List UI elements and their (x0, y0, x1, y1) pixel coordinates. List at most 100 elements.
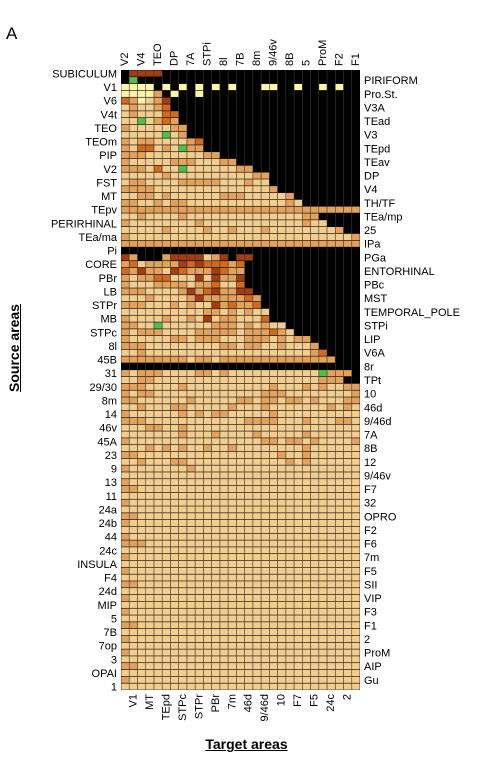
heatmap-cell (178, 199, 187, 206)
heatmap-cell (236, 342, 245, 350)
heatmap-cell (335, 547, 344, 554)
heatmap-cell (146, 615, 154, 622)
heatmap-cell (129, 349, 138, 356)
heatmap-cell (154, 70, 162, 77)
top-tick-label: DP (169, 51, 181, 66)
heatmap-cell (137, 451, 146, 459)
heatmap-cell (352, 588, 360, 595)
heatmap-cell (137, 601, 146, 608)
heatmap-cell (146, 417, 154, 424)
heatmap-cell (294, 499, 303, 506)
heatmap-cell (335, 227, 344, 234)
x-axis-title: Target areas (205, 736, 288, 752)
heatmap-cell (203, 220, 212, 227)
left-row-label: 8m (102, 395, 117, 407)
heatmap-cell (211, 649, 220, 656)
heatmap-cell (195, 547, 204, 554)
heatmap-cell (294, 608, 303, 615)
heatmap-cell (294, 451, 303, 459)
heatmap-cell (319, 485, 327, 493)
heatmap-cell (121, 288, 129, 295)
heatmap-cell (154, 588, 162, 595)
heatmap-cell (178, 131, 187, 138)
heatmap-cell (277, 594, 286, 602)
heatmap-cell (244, 554, 253, 561)
bottom-tick-label: 2 (342, 694, 354, 700)
heatmap-cell (244, 424, 253, 431)
heatmap-cell (253, 540, 261, 547)
heatmap-cell (352, 635, 360, 642)
heatmap-cell (310, 663, 319, 670)
heatmap-cell (146, 145, 154, 152)
heatmap-cell (335, 608, 344, 615)
heatmap-cell (269, 519, 278, 527)
heatmap-cell (195, 642, 204, 649)
heatmap-cell (121, 376, 129, 384)
heatmap-cell (277, 635, 286, 642)
right-row-label: 25 (364, 225, 376, 237)
heatmap-cell (352, 445, 360, 452)
heatmap-cell (211, 663, 220, 670)
heatmap-cell (343, 397, 352, 404)
heatmap-cell (310, 533, 319, 540)
heatmap-cell (269, 499, 278, 506)
heatmap-cell (253, 588, 261, 595)
left-row-label: 23 (105, 450, 117, 462)
heatmap-cell (146, 513, 154, 520)
heatmap-cell (129, 220, 138, 227)
heatmap-cell (129, 588, 138, 595)
heatmap-cell (310, 635, 319, 642)
heatmap-cell (162, 233, 171, 241)
heatmap-cell (129, 560, 138, 568)
heatmap-cell (261, 526, 270, 533)
heatmap-cell (343, 240, 352, 247)
heatmap-cell (195, 465, 204, 472)
heatmap-cell (170, 533, 179, 540)
heatmap-cell (129, 111, 138, 118)
heatmap-cell (129, 663, 138, 670)
left-row-label: CORE (85, 259, 117, 271)
heatmap-cell (203, 594, 212, 602)
heatmap-cell (170, 676, 179, 683)
heatmap-cell (286, 458, 294, 465)
heatmap-cell (327, 581, 335, 588)
heatmap-cell (178, 465, 187, 472)
heatmap-cell (236, 349, 245, 356)
right-row-label: 10 (364, 389, 376, 401)
heatmap-cell (178, 451, 187, 459)
top-tick-label: 7A (185, 52, 197, 66)
heatmap-cell (277, 519, 286, 527)
heatmap-cell (178, 240, 187, 247)
heatmap-cell (178, 445, 187, 452)
heatmap-cell (195, 233, 204, 241)
heatmap-cell (129, 485, 138, 493)
heatmap-cell (154, 560, 162, 568)
heatmap-cell (352, 465, 360, 472)
top-tick-label: 8B (284, 53, 296, 66)
heatmap-cell (170, 649, 179, 656)
heatmap-cell (170, 261, 179, 268)
heatmap-cell (154, 131, 162, 138)
heatmap-cell (211, 172, 220, 179)
heatmap-cell (244, 540, 253, 547)
heatmap-cell (121, 451, 129, 459)
right-row-label: 7m (364, 552, 379, 564)
heatmap-cell (121, 472, 129, 479)
heatmap-cell (170, 336, 179, 343)
heatmap-cell (170, 165, 179, 172)
bottom-tick-label: STPc (177, 694, 189, 721)
heatmap-cell (211, 683, 220, 690)
heatmap-cell (277, 233, 286, 241)
heatmap-cell (335, 240, 344, 247)
heatmap-cell (253, 547, 261, 554)
heatmap-cell (228, 349, 237, 356)
heatmap-cell (162, 124, 171, 132)
heatmap-cell (261, 622, 270, 629)
left-row-label: 3 (111, 654, 117, 666)
right-row-label: 9/46v (364, 470, 391, 482)
heatmap-cell (154, 288, 162, 295)
heatmap-cell (286, 635, 294, 642)
heatmap-cell (121, 594, 129, 602)
heatmap-cell (352, 628, 360, 636)
heatmap-cell (187, 479, 195, 486)
